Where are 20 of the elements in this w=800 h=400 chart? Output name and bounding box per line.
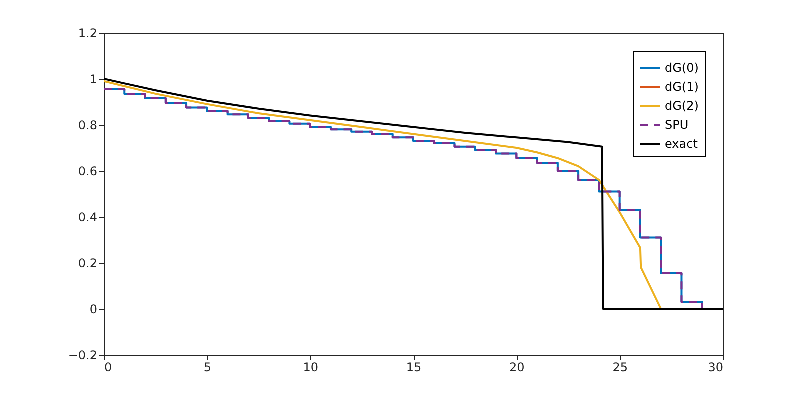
legend-label: dG(1) xyxy=(665,80,699,94)
x-tick-label: 10 xyxy=(303,360,318,374)
x-tick-label: 20 xyxy=(510,360,525,374)
x-tick-label: 0 xyxy=(104,360,112,374)
y-tick-label: 0.8 xyxy=(78,118,98,132)
x-tick-label: 5 xyxy=(204,360,212,374)
x-tick-label: 15 xyxy=(406,360,422,374)
legend-label: dG(0) xyxy=(665,61,699,75)
x-tick-label: 25 xyxy=(612,360,628,374)
y-tick-label: −0.2 xyxy=(68,348,98,362)
legend-label: exact xyxy=(665,137,698,151)
legend-label: dG(2) xyxy=(665,99,699,113)
y-tick-label: 0.2 xyxy=(78,256,98,270)
y-tick-label: 1 xyxy=(90,72,98,86)
y-tick-label: 0.6 xyxy=(78,164,98,178)
y-tick-label: 0.4 xyxy=(78,210,98,224)
legend-label: SPU xyxy=(665,118,689,132)
y-tick-label: 1.2 xyxy=(78,26,98,40)
y-tick-label: 0 xyxy=(90,302,98,316)
x-tick-label: 30 xyxy=(708,360,724,374)
